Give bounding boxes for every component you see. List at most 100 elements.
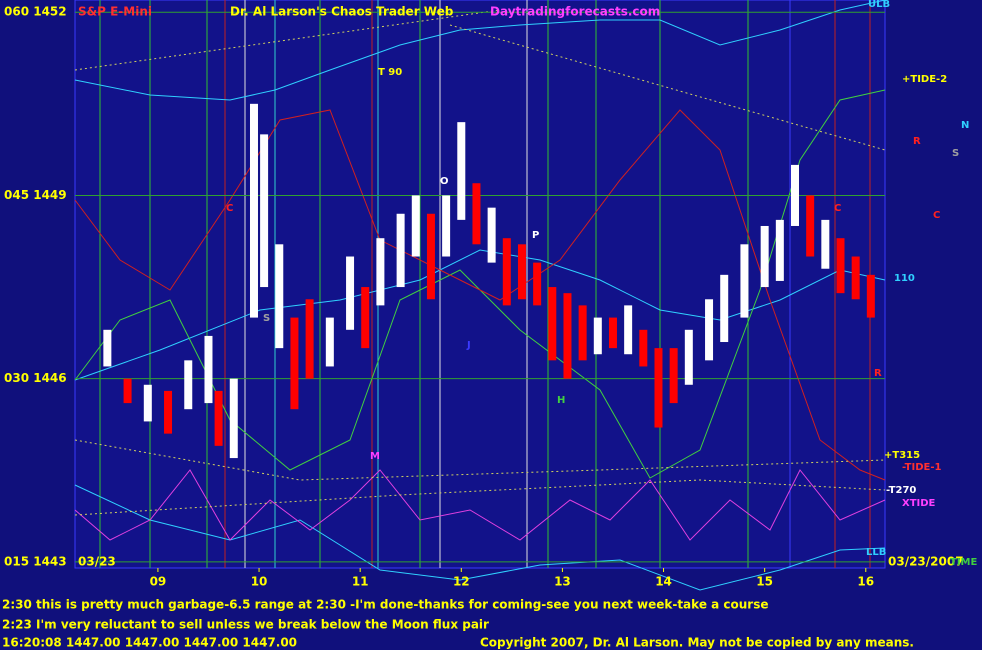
average-line	[74, 249, 886, 381]
price-bar	[517, 244, 526, 300]
flux-line-dotted	[449, 24, 886, 151]
copyright: Copyright 2007, Dr. Al Larson. May not b…	[480, 636, 914, 650]
annotation: H	[557, 395, 565, 406]
annotations: T 90 O P H S S N R C R C C J M +TIDE-2 1…	[226, 0, 977, 568]
price-bar	[866, 274, 875, 318]
price-bar	[457, 122, 466, 220]
price-bar	[821, 219, 830, 269]
annotation: TIME	[950, 557, 977, 568]
price-bar	[775, 219, 784, 281]
y-tick-label: 045 1449	[4, 188, 67, 202]
price-bar	[305, 299, 314, 379]
price-bar	[760, 225, 769, 288]
price-bar	[204, 335, 213, 404]
y-tick-label: 015 1443	[4, 554, 67, 568]
price-bar	[396, 213, 405, 288]
x-tick-label: 11	[352, 575, 369, 589]
annotation: -TIDE-1	[902, 462, 942, 473]
price-bar	[533, 262, 542, 306]
price-bar	[639, 329, 648, 367]
annotation: C	[933, 210, 940, 221]
price-bar	[740, 244, 749, 318]
price-bar	[720, 274, 729, 343]
annotation: S	[952, 148, 959, 159]
y-tick-label: 030 1446	[4, 371, 67, 385]
price-bar	[791, 164, 799, 226]
flux-line	[74, 109, 886, 481]
symbol: S&P E-Mini	[78, 5, 152, 19]
price-bar	[260, 134, 269, 288]
price-bar	[593, 317, 602, 355]
lower-band	[74, 484, 886, 591]
time-lines	[99, 0, 871, 568]
annotation: -T270	[886, 485, 916, 496]
x-tick-label: 15	[756, 575, 773, 589]
x-tick-label: 12	[453, 575, 470, 589]
flux-pair	[74, 439, 886, 481]
annotation: R	[874, 368, 882, 379]
price-bar	[472, 183, 481, 245]
tide-line	[74, 469, 886, 541]
price-bar	[684, 329, 693, 385]
price-bar	[361, 287, 370, 349]
price-bar	[442, 195, 451, 257]
annotation: XTIDE	[902, 498, 936, 509]
price-bar	[143, 384, 152, 422]
status-line: 16:20:08 1447.00 1447.00 1447.00 1447.00	[2, 636, 297, 650]
price-bar	[164, 390, 173, 434]
annotation: ULB	[868, 0, 890, 10]
date-right: 03/23/2007	[888, 555, 964, 569]
date-left: 03/23	[78, 555, 116, 569]
price-bar	[376, 238, 385, 306]
price-bar	[249, 103, 258, 318]
flux-line-dotted	[74, 9, 501, 71]
price-bar	[578, 305, 587, 361]
price-bar	[836, 238, 845, 294]
price-bar	[325, 317, 334, 367]
chart-title: Dr. Al Larson's Chaos Trader Web	[230, 5, 454, 19]
price-bar	[806, 195, 815, 257]
annotation: 110	[894, 273, 915, 284]
price-bar	[548, 287, 557, 361]
x-tick-label: 10	[251, 575, 268, 589]
annotation: O	[440, 176, 449, 187]
price-bar	[563, 293, 572, 379]
annotation: R	[913, 136, 921, 147]
message: 2:23 I'm very reluctant to sell unless w…	[2, 618, 489, 632]
x-tick-label: 16	[857, 575, 874, 589]
annotation: P	[532, 230, 539, 241]
plot-area	[74, 0, 886, 569]
price-bar	[184, 360, 193, 410]
annotation: T 90	[378, 67, 402, 78]
upper-band	[74, 0, 886, 101]
x-tick-label: 09	[150, 575, 167, 589]
annotation: C	[834, 203, 841, 214]
annotation: LLB	[866, 547, 886, 558]
annotation: M	[370, 451, 380, 462]
annotation: C	[226, 203, 233, 214]
website: Daytradingforecasts.com	[490, 5, 660, 19]
message: 2:30 this is pretty much garbage-6.5 ran…	[2, 598, 769, 612]
annotation: J	[466, 340, 471, 351]
indicator-curves	[74, 0, 886, 591]
price-bar	[608, 317, 617, 349]
annotation: S	[263, 313, 270, 324]
price-bar	[229, 378, 238, 459]
price-bar	[411, 195, 420, 257]
price-bar	[851, 256, 860, 300]
price-bar	[624, 305, 633, 355]
price-bar	[275, 244, 284, 349]
y-tick-label: 060 1452	[4, 5, 67, 19]
price-bars	[75, 11, 885, 563]
price-bar	[123, 378, 132, 404]
x-tick-label: 13	[554, 575, 571, 589]
price-bar	[487, 207, 496, 263]
price-bar	[290, 317, 299, 410]
price-bar	[654, 348, 663, 428]
price-bar	[502, 238, 511, 306]
price-bar	[103, 329, 112, 367]
x-tick-label: 14	[655, 575, 672, 589]
annotation: N	[961, 120, 969, 131]
price-bar	[214, 390, 223, 446]
